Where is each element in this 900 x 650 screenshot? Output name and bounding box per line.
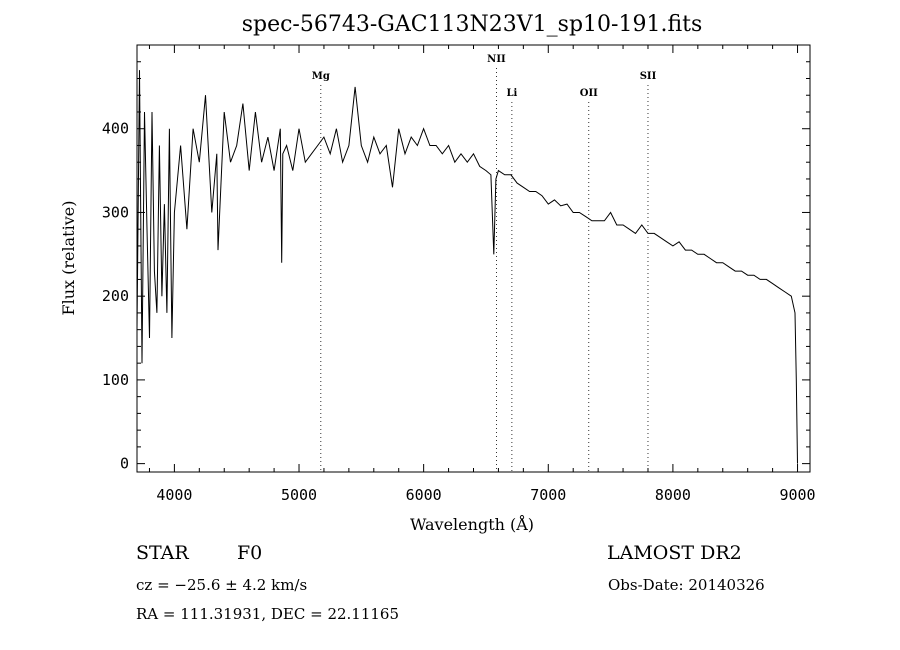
y-tick-label: 100	[102, 371, 129, 389]
line-label-oii: OII	[580, 88, 598, 99]
survey-name: LAMOST DR2	[607, 542, 742, 564]
line-annotations: Mg NII Li OII SII	[312, 54, 657, 472]
line-label-li: Li	[506, 88, 517, 99]
y-tick-label: 400	[102, 120, 129, 138]
line-label-nii: NII	[487, 54, 506, 65]
y-tick-label: 200	[102, 287, 129, 305]
x-tick-label: 7000	[530, 486, 566, 504]
x-tick-label: 6000	[406, 486, 442, 504]
x-tick-label: 5000	[281, 486, 317, 504]
object-subclass: F0	[237, 542, 263, 564]
x-tick-label: 9000	[779, 486, 815, 504]
object-class: STAR	[136, 542, 189, 564]
line-label-mg: Mg	[312, 71, 330, 82]
x-axis-label: Wavelength (Å)	[410, 514, 534, 534]
x-tick-label: 8000	[655, 486, 691, 504]
chart-title: spec-56743-GAC113N23V1_sp10-191.fits	[242, 12, 703, 37]
line-label-sii: SII	[640, 71, 657, 82]
y-tick-label: 0	[120, 455, 129, 473]
y-axis-label: Flux (relative)	[59, 201, 78, 316]
axis-ticks: 4000 5000 6000 7000 8000 9000 0 100 200 300 400	[102, 45, 816, 504]
redshift-cz: cz = −25.6 ± 4.2 km/s	[136, 576, 308, 594]
plot-frame	[136, 44, 811, 473]
spectrum-series-line	[136, 70, 798, 464]
observation-date: Obs-Date: 20140326	[608, 576, 765, 594]
x-tick-label: 4000	[156, 486, 192, 504]
coordinates: RA = 111.31931, DEC = 22.11165	[136, 605, 400, 623]
y-tick-label: 300	[102, 203, 129, 221]
